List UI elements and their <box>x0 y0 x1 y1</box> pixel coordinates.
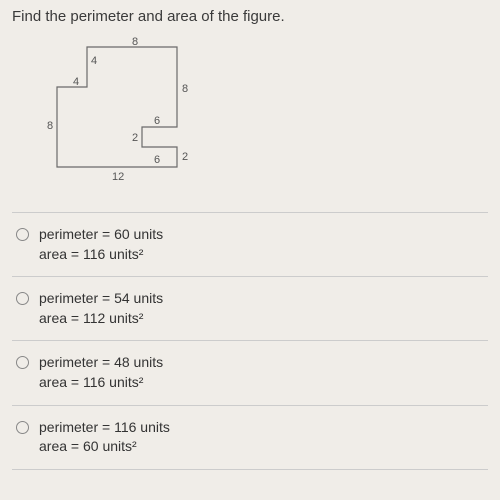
svg-text:2: 2 <box>182 151 188 163</box>
option-text: perimeter = 60 units area = 116 units² <box>39 225 163 264</box>
svg-text:4: 4 <box>91 55 97 67</box>
question-text: Find the perimeter and area of the figur… <box>12 8 488 25</box>
svg-text:12: 12 <box>112 171 124 183</box>
radio-icon[interactable] <box>16 421 29 434</box>
radio-icon[interactable] <box>16 356 29 369</box>
radio-icon[interactable] <box>16 292 29 305</box>
radio-icon[interactable] <box>16 228 29 241</box>
svg-text:6: 6 <box>154 115 160 127</box>
option-1[interactable]: perimeter = 60 units area = 116 units² <box>12 212 488 276</box>
option-3[interactable]: perimeter = 48 units area = 116 units² <box>12 340 488 404</box>
svg-text:8: 8 <box>47 120 53 132</box>
svg-text:8: 8 <box>182 83 188 95</box>
figure-diagram: 8 44 8 8 6 2 6 2 12 <box>47 37 488 187</box>
svg-text:2: 2 <box>132 132 138 144</box>
option-2[interactable]: perimeter = 54 units area = 112 units² <box>12 276 488 340</box>
option-4[interactable]: perimeter = 116 units area = 60 units² <box>12 405 488 470</box>
geometry-figure: 8 44 8 8 6 2 6 2 12 <box>47 37 197 187</box>
svg-text:6: 6 <box>154 154 160 166</box>
option-text: perimeter = 48 units area = 116 units² <box>39 353 163 392</box>
answer-options: perimeter = 60 units area = 116 units² p… <box>12 212 488 470</box>
option-text: perimeter = 116 units area = 60 units² <box>39 418 170 457</box>
svg-text:4: 4 <box>73 76 79 88</box>
option-text: perimeter = 54 units area = 112 units² <box>39 289 163 328</box>
svg-text:8: 8 <box>132 37 138 48</box>
